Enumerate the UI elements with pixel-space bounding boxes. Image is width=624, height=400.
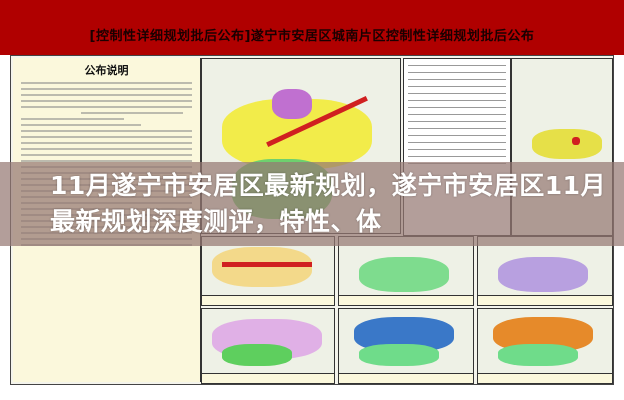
green-space-map	[338, 236, 474, 306]
utility-map	[477, 236, 613, 306]
document-title: 公布说明	[84, 64, 129, 77]
public-service-map	[201, 308, 335, 384]
announcement-document: 公布说明	[13, 58, 201, 382]
density-map	[338, 308, 474, 384]
banner: [控制性详细规划批后公布]遂宁市安居区城南片区控制性详细规划批后公布	[0, 0, 624, 55]
road-map	[201, 236, 335, 306]
building-height-map	[477, 308, 613, 384]
headline-overlay: 11月遂宁市安居区最新规划，遂宁市安居区11月最新规划深度测评，特性、体	[0, 162, 624, 246]
banner-title: [控制性详细规划批后公布]遂宁市安居区城南片区控制性详细规划批后公布	[89, 29, 535, 44]
planning-board-image: 公布说明	[10, 55, 614, 385]
headline-text: 11月遂宁市安居区最新规划，遂宁市安居区11月最新规划深度测评，特性、体	[50, 171, 607, 236]
